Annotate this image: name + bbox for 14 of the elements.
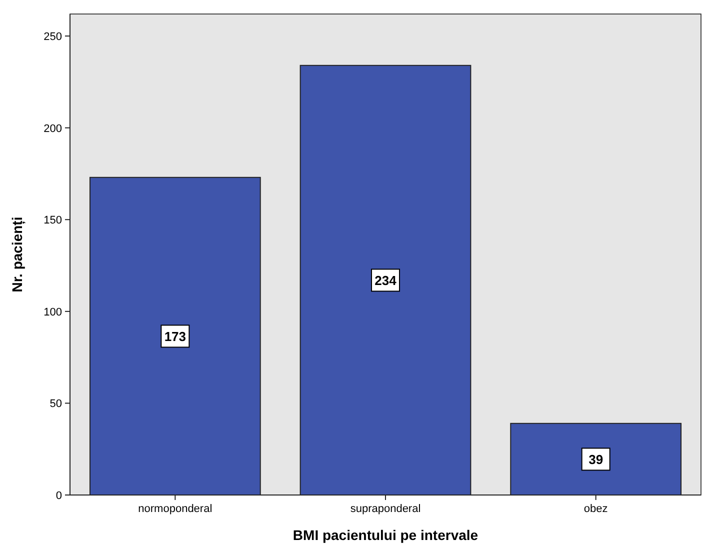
- y-tick-label: 250: [44, 31, 62, 44]
- x-axis-title: BMI pacientului pe intervale: [292, 527, 478, 543]
- y-tick-label: 100: [44, 306, 62, 318]
- data-label: 234: [374, 273, 398, 288]
- y-axis-title: Nr. pacienți: [9, 216, 26, 292]
- x-tick-label: obez: [584, 503, 608, 515]
- y-tick-label: 200: [44, 122, 62, 135]
- y-tick-label: 150: [44, 214, 62, 227]
- x-tick-label: supraponderal: [350, 503, 421, 515]
- data-label: 173: [164, 329, 186, 344]
- y-tick-label: 50: [50, 398, 62, 410]
- x-tick-label: normoponderal: [138, 503, 212, 515]
- data-label: 39: [588, 452, 604, 468]
- y-tick-label: 0: [56, 490, 62, 502]
